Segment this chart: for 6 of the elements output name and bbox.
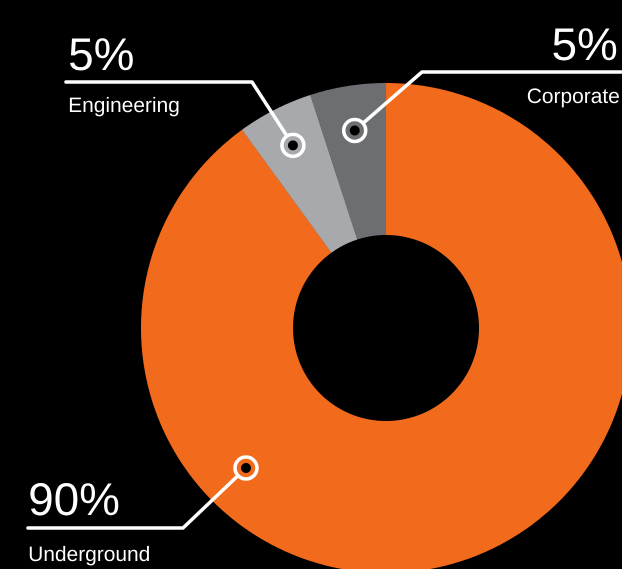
data-label: 5% <box>70 38 133 70</box>
data-label: 90% <box>30 483 118 516</box>
slice-label: Underground <box>30 546 149 566</box>
slice-label: Corporate <box>528 88 619 108</box>
data-label: 5% <box>553 28 616 60</box>
slice-label: Engineering <box>70 96 178 116</box>
